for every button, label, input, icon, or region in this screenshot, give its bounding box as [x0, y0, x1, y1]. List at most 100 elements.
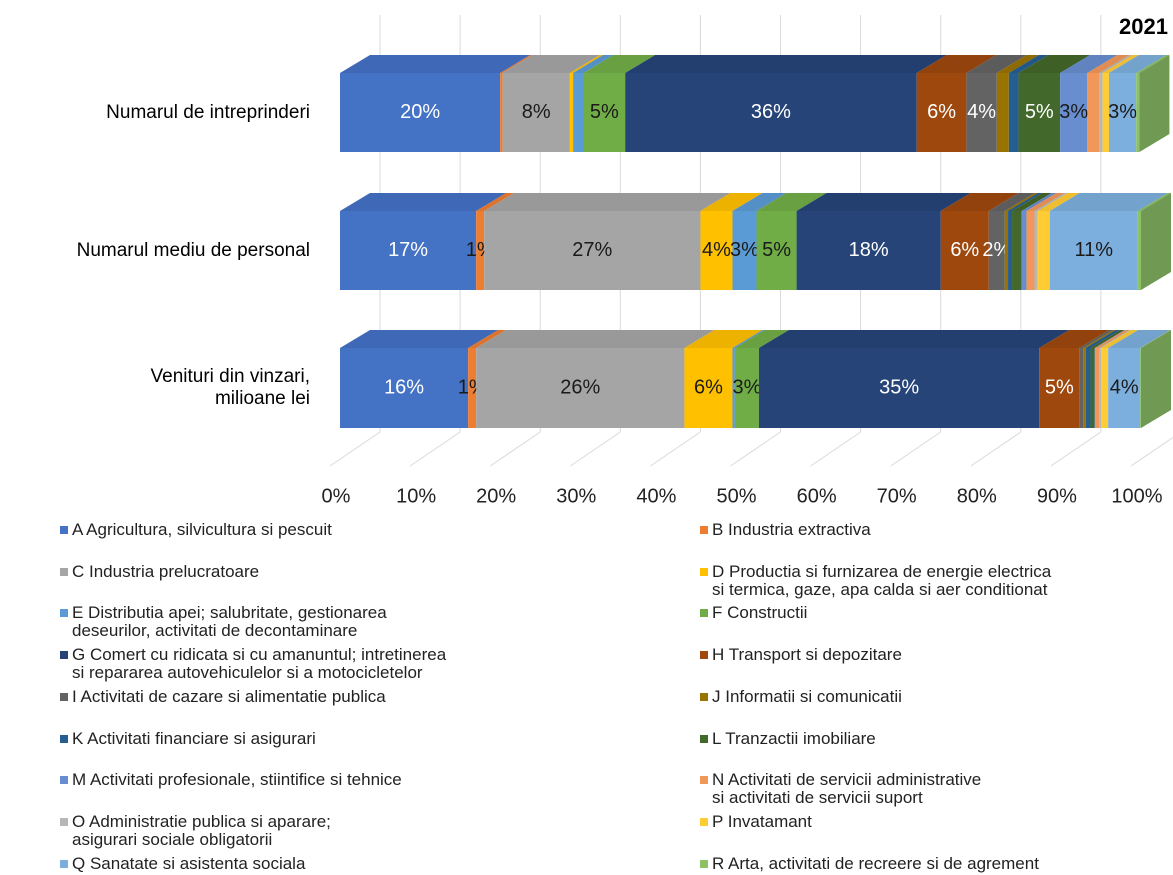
- bar-segment: [468, 330, 507, 428]
- bar-top-shade: [484, 193, 731, 211]
- data-label: 4%: [702, 239, 731, 261]
- bar-top: [573, 55, 614, 73]
- bar-front: [1100, 348, 1109, 428]
- bar-top: [569, 55, 604, 73]
- bar-front: [1008, 211, 1013, 290]
- legend-entry: A Agricultura, silvicultura si pescuit: [60, 521, 332, 539]
- bar-segment: [732, 193, 787, 290]
- legend-entry: R Arta, activitati de recreere si de agr…: [700, 853, 1039, 873]
- bar-front: [340, 211, 477, 290]
- x-tick-label: 90%: [1037, 485, 1077, 507]
- bar-front: [500, 73, 503, 152]
- bar-front: [1094, 348, 1096, 428]
- legend-entry: K Activitati financiare si asigurari: [60, 729, 316, 748]
- x-tick-label: 60%: [797, 485, 837, 507]
- x-tick-label: 100%: [1111, 485, 1162, 507]
- legend-entry: D Productia si furnizarea de energie ele…: [700, 562, 1051, 599]
- bar-top-shade: [1140, 330, 1171, 348]
- bar-segment: [1140, 330, 1171, 428]
- bar-top: [916, 55, 997, 73]
- bar-top-shade: [940, 193, 1019, 211]
- grid-floor: [890, 431, 941, 467]
- bar-top: [1004, 193, 1039, 211]
- bar-segment: [700, 193, 763, 290]
- grid-floor: [1050, 431, 1102, 467]
- bar-top: [1136, 55, 1170, 73]
- legend-label: I Activitati de cazare si alimentatie pu…: [72, 686, 386, 706]
- bar-segment: [1100, 330, 1139, 428]
- bar-top: [1085, 330, 1121, 348]
- grid-floor: [1130, 436, 1173, 467]
- bar-top-shade: [1004, 193, 1039, 211]
- data-label: 6%: [927, 101, 956, 123]
- bar-top-shade: [569, 55, 604, 73]
- bar-top-shade: [502, 55, 600, 73]
- bar-side: [1141, 330, 1171, 428]
- legend-label: P Invatamant: [712, 811, 812, 831]
- bar-side-shade: [1141, 330, 1171, 428]
- bar-segment: [502, 55, 600, 152]
- bar-top-shade: [966, 55, 1027, 73]
- bar-segment: [1087, 55, 1130, 152]
- bar-top-shade: [996, 55, 1039, 73]
- bar-segment: [1085, 330, 1121, 428]
- legend-entry: C Industria prelucratoare: [60, 562, 259, 581]
- bar-top-shade: [684, 330, 763, 348]
- legend-label: O Administratie publica si aparare; asig…: [72, 811, 331, 849]
- bar-front: [468, 348, 477, 428]
- bar-top-shade: [1018, 55, 1091, 73]
- legend-swatch: [700, 692, 708, 701]
- legend-swatch: [700, 651, 708, 660]
- bar-top: [1049, 193, 1168, 211]
- bar-top-shade: [500, 55, 533, 73]
- bar-segment: [1026, 193, 1065, 290]
- bar-segment: [500, 55, 533, 152]
- x-tick-label: 20%: [476, 485, 516, 507]
- bar-front: [476, 348, 685, 428]
- bar-front: [734, 348, 759, 428]
- bar-front: [966, 73, 997, 152]
- bar-top: [1095, 330, 1130, 348]
- bar-top-shade: [1090, 330, 1125, 348]
- legend-label: G Comert cu ridicata si cu amanuntul; in…: [72, 645, 447, 683]
- bar-top-shade: [1099, 55, 1133, 73]
- bar-front: [1102, 73, 1109, 152]
- grid-floor: [489, 431, 541, 467]
- bar-top-shade: [1085, 330, 1121, 348]
- bar-top-shade: [1108, 55, 1167, 73]
- bar-top: [502, 55, 600, 73]
- bar-segment: [756, 193, 827, 290]
- bar-top: [1090, 330, 1125, 348]
- bar-top: [583, 55, 656, 73]
- bar-top-shade: [1108, 330, 1171, 348]
- bar-top-shade: [1021, 193, 1057, 211]
- bar-top: [734, 330, 789, 348]
- legend-label: R Arta, activitati de recreere si de agr…: [712, 853, 1039, 873]
- bar-segment: [916, 55, 997, 152]
- bar-segment: [1008, 193, 1043, 290]
- legend-entry: Q Sanatate si asistenta sociala: [60, 854, 305, 873]
- bar-front: [1099, 73, 1103, 152]
- bar-top: [1087, 55, 1130, 73]
- bar-top: [996, 55, 1039, 73]
- legend-label: J Informatii si comunicatii: [712, 686, 902, 706]
- bar-top: [484, 193, 731, 211]
- legend-label: A Agricultura, silvicultura si pescuit: [72, 520, 332, 539]
- bar-segment: [1034, 193, 1068, 290]
- bar-segment: [340, 330, 499, 428]
- bar-segment: [1136, 55, 1170, 152]
- bar-segment: [988, 193, 1035, 290]
- data-label: 4%: [1110, 376, 1139, 398]
- bar-top-shade: [916, 55, 997, 73]
- data-label: 35%: [879, 376, 919, 398]
- bar-front: [1085, 348, 1091, 428]
- bar-top: [940, 193, 1019, 211]
- bar-top-shade: [700, 193, 763, 211]
- legend-label: N Activitati de servicii administrative …: [712, 770, 982, 808]
- data-label: 5%: [1045, 376, 1074, 398]
- legend-swatch: [700, 776, 708, 785]
- bar-front: [940, 211, 989, 290]
- bar-front: [625, 73, 917, 152]
- bar-segment: [1018, 55, 1091, 152]
- category-label: Numarul mediu de personal: [76, 239, 310, 261]
